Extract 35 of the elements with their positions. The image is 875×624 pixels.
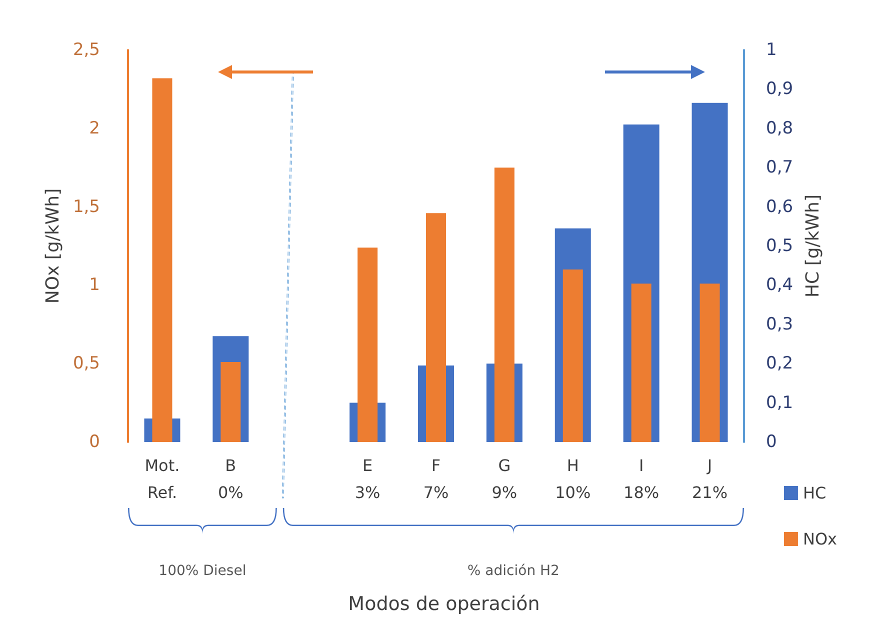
text: % adición H2	[467, 563, 560, 579]
y2-tick-label: 0	[766, 432, 777, 452]
y-tick-label: 2,5	[72, 40, 100, 60]
legend-label: HC	[802, 484, 826, 502]
y2-tick-label: 0,4	[766, 275, 794, 296]
y-axis-title: NOx [g/kWh]	[42, 188, 64, 304]
y2-tick-label: 0,9	[766, 79, 794, 100]
y2-tick-label: 0,5	[766, 236, 794, 256]
x-tick-label: I 18%	[624, 456, 660, 502]
y2-tick-label: 0,1	[766, 392, 794, 413]
y-tick-label: 0,5	[72, 354, 100, 374]
y2-tick-label: 1	[766, 40, 777, 60]
x-tick-label: E 3%	[354, 456, 380, 502]
bar	[631, 284, 652, 442]
y-tick-label: 0	[89, 432, 100, 452]
x-tick-label: B 0%	[218, 456, 244, 502]
y2-tick-label: 0,2	[766, 354, 794, 374]
y-tick-label: 2	[89, 118, 100, 138]
y2-tick-label: 0,6	[766, 196, 794, 217]
x-tick-label: H 10%	[555, 456, 591, 502]
x-tick-label: J 21%	[692, 456, 728, 502]
y2-tick-label: 0,8	[766, 118, 794, 138]
text: 100% Diesel	[158, 563, 246, 579]
y2-tick-label: 0,7	[766, 158, 794, 178]
y2-tick-label: 0,3	[766, 314, 794, 334]
y2-axis-title: HC [g/kWh]	[802, 194, 824, 298]
y-tick-label: 1	[89, 275, 100, 296]
x-tick-label: Mot. Ref.	[144, 456, 180, 502]
bar	[700, 284, 720, 442]
legend-label: NOx	[802, 530, 837, 548]
x-axis-title: Modos de operación	[348, 593, 540, 615]
bar	[220, 362, 241, 442]
y-tick-label: 1,5	[72, 196, 100, 217]
x-tick-label: G 9%	[492, 456, 518, 502]
x-tick-label: F 7%	[423, 456, 449, 502]
